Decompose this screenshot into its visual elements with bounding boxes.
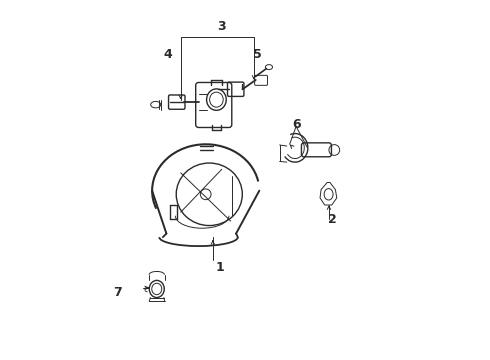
Text: 7: 7	[113, 286, 122, 299]
Text: 1: 1	[216, 261, 224, 274]
Text: 4: 4	[164, 49, 172, 62]
Text: 2: 2	[328, 213, 337, 226]
Text: 5: 5	[253, 49, 262, 62]
Text: 3: 3	[218, 20, 226, 33]
Text: 6: 6	[293, 118, 301, 131]
